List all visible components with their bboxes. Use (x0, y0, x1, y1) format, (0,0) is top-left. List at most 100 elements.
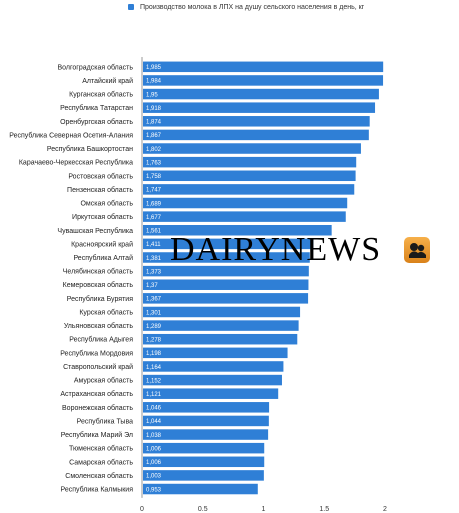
bar (143, 156, 357, 168)
category-label: Республика Адыгея (69, 336, 133, 344)
category-label: Карачаево-Черкесская Республика (19, 159, 133, 167)
bar (143, 333, 298, 345)
bar (143, 265, 309, 277)
category-label: Волгоградская область (58, 63, 134, 71)
category-label: Оренбургская область (60, 118, 133, 126)
category-label: Воронежская область (62, 404, 133, 412)
dairynews-watermark: DAIRYNEWS (170, 232, 431, 268)
data-label: 1,289 (146, 324, 162, 330)
data-label: 1,006 (146, 446, 162, 452)
bar (143, 279, 309, 290)
data-label: 1,381 (146, 256, 162, 262)
x-tick-label: 0.5 (198, 506, 208, 513)
category-label: Самарская область (69, 458, 133, 466)
bar (143, 306, 301, 318)
bar (143, 252, 310, 263)
category-label: Ставропольский край (63, 363, 133, 371)
legend-label: Производство молока в ЛПХ на душу сельск… (140, 3, 365, 11)
data-label: 1,918 (146, 106, 162, 112)
data-label: 1,985 (146, 65, 162, 71)
category-label: Республика Башкортостан (47, 145, 133, 153)
bar (143, 402, 270, 413)
data-label: 1,044 (146, 419, 162, 425)
data-label: 1,121 (146, 392, 162, 398)
data-label: 1,164 (146, 365, 162, 371)
category-label: Алтайский край (82, 77, 133, 85)
bar (143, 347, 288, 359)
category-label: Республика Тыва (77, 417, 134, 425)
watermark-text: DAIRYNEWS (170, 231, 382, 268)
data-label: 1,367 (146, 297, 162, 303)
category-label: Кемеровская область (63, 281, 134, 289)
bar (143, 102, 376, 113)
category-label: Курская область (79, 308, 133, 316)
data-label: 1,003 (146, 474, 162, 480)
bar (143, 184, 355, 195)
bar (143, 320, 299, 331)
bar (143, 129, 369, 141)
bar (143, 388, 279, 399)
data-label: 1,95 (146, 92, 158, 98)
bar (143, 293, 309, 304)
data-label: 1,747 (146, 188, 162, 194)
data-label: 0,953 (146, 487, 162, 493)
chart-legend: Производство молока в ЛПХ на душу сельск… (128, 1, 364, 13)
data-label: 1,152 (146, 378, 162, 384)
data-label: 1,867 (146, 133, 162, 139)
bar (143, 456, 265, 468)
x-tick-label: 1 (262, 506, 266, 513)
data-label: 1,411 (146, 242, 161, 248)
category-label: Чувашская Республика (57, 227, 133, 235)
bar (143, 415, 269, 427)
category-label: Республика Мордовия (60, 349, 133, 357)
category-label: Иркутская область (72, 213, 133, 221)
bar (143, 197, 348, 209)
data-label: 1,763 (146, 160, 162, 166)
category-label: Красноярский край (71, 240, 133, 248)
category-label: Астраханская область (60, 390, 133, 398)
category-label: Республика Бурятия (67, 295, 133, 303)
data-label: 1,373 (146, 269, 162, 275)
category-label: Республика Марий Эл (61, 431, 133, 439)
bar (143, 225, 332, 236)
bar (143, 61, 384, 73)
category-label: Республика Алтай (73, 254, 133, 262)
bar (143, 361, 284, 372)
data-label: 1,984 (146, 79, 162, 85)
bar (143, 170, 356, 182)
data-label: 1,37 (146, 283, 158, 289)
category-label: Смоленская область (65, 472, 133, 480)
bar (143, 116, 370, 127)
category-label: Республика Калмыкия (60, 486, 133, 494)
data-label: 1,874 (146, 120, 162, 126)
category-label: Ростовская область (68, 172, 133, 180)
bar (143, 483, 258, 495)
dairynews-logo-icon (404, 237, 431, 263)
data-label: 1,802 (146, 147, 162, 153)
category-label: Республика Северная Осетия-Алания (9, 131, 133, 139)
category-label: Ульяновская область (64, 322, 134, 330)
bar (143, 238, 314, 250)
bar (143, 470, 264, 481)
data-label: 1,301 (146, 310, 162, 316)
data-label: 1,006 (146, 460, 162, 466)
data-label: 1,689 (146, 201, 162, 207)
bar (143, 211, 346, 222)
bar (143, 88, 379, 100)
category-label: Республика Татарстан (60, 104, 133, 112)
data-label: 1,278 (146, 338, 162, 344)
data-label: 1,677 (146, 215, 162, 221)
category-label: Омская область (80, 200, 133, 208)
bar (143, 374, 282, 386)
bar (143, 442, 265, 454)
x-tick-label: 2 (383, 506, 387, 513)
category-label: Тюменская область (69, 445, 133, 453)
category-label: Пензенская область (67, 186, 133, 194)
x-tick-label: 1.5 (319, 506, 329, 513)
category-label: Челябинская область (63, 268, 134, 276)
data-label: 1,038 (146, 433, 162, 439)
data-label: 1,198 (146, 351, 162, 357)
data-label: 1,758 (146, 174, 162, 180)
category-label: Курганская область (69, 91, 133, 99)
